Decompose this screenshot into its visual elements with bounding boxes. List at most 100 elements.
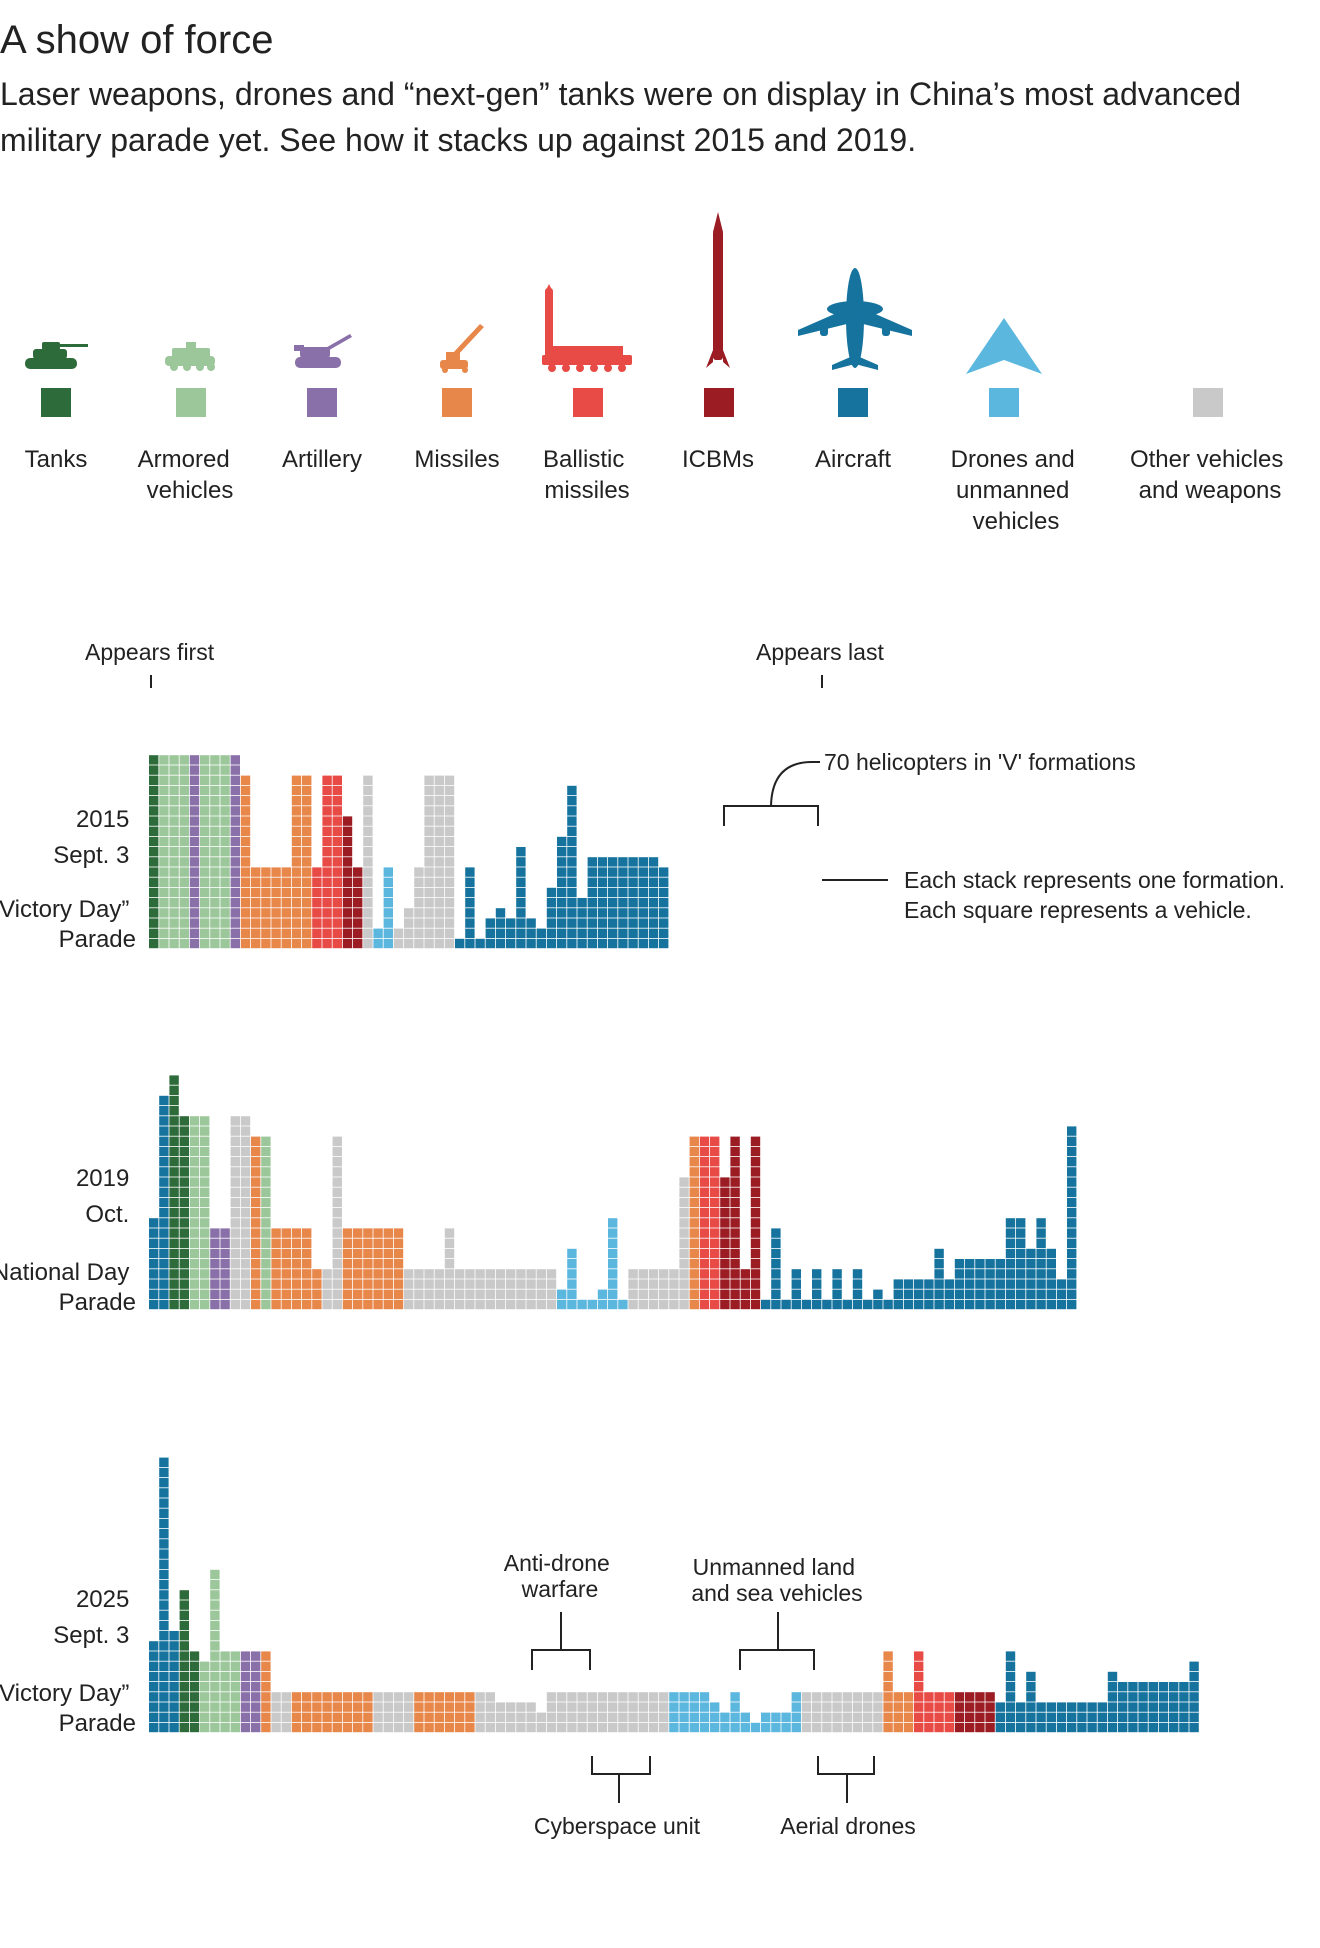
vehicle-square bbox=[985, 1259, 995, 1269]
vehicle-square bbox=[944, 1702, 954, 1712]
vehicle-square bbox=[424, 898, 434, 908]
vehicle-square bbox=[373, 1702, 383, 1712]
vehicle-square bbox=[954, 1259, 965, 1269]
vehicle-square bbox=[444, 806, 455, 816]
formation-stack-icbm bbox=[720, 1177, 730, 1310]
vehicle-square bbox=[954, 1692, 965, 1702]
vehicle-square bbox=[220, 1712, 230, 1722]
vehicle-square bbox=[189, 847, 200, 857]
vehicle-square bbox=[200, 836, 210, 847]
anti-drone-label-line-2: warfare bbox=[521, 1576, 599, 1602]
vehicle-square bbox=[995, 1722, 1005, 1733]
vehicle-square bbox=[179, 1269, 189, 1279]
vehicle-square bbox=[189, 785, 200, 796]
aerial-drones-bracket bbox=[817, 1756, 875, 1803]
vehicle-square bbox=[210, 847, 220, 857]
vehicle-square bbox=[210, 887, 220, 898]
vehicle-square bbox=[169, 1218, 179, 1228]
vehicle-square bbox=[699, 1299, 710, 1310]
vehicle-square bbox=[699, 1269, 710, 1279]
vehicle-square bbox=[200, 877, 210, 887]
vehicle-square bbox=[1067, 1218, 1077, 1228]
vehicle-square bbox=[628, 938, 638, 949]
vehicle-square bbox=[444, 887, 455, 898]
vehicle-square bbox=[353, 1248, 363, 1259]
formation-stack-aircraft bbox=[1046, 1248, 1056, 1310]
vehicle-square bbox=[159, 1488, 169, 1498]
vehicle-square bbox=[322, 1269, 332, 1279]
formation-stack-other bbox=[240, 1116, 251, 1310]
vehicle-square bbox=[179, 938, 189, 949]
vehicle-square bbox=[740, 1289, 750, 1299]
vehicle-square bbox=[210, 918, 220, 928]
row-label-2019: 2019 Oct. National Day Parade bbox=[0, 1165, 136, 1316]
formation-stack-missiles bbox=[291, 775, 302, 949]
vehicle-square bbox=[251, 1269, 261, 1279]
vehicle-square bbox=[189, 1671, 200, 1682]
vehicle-square bbox=[465, 1712, 475, 1722]
vehicle-square bbox=[353, 898, 363, 908]
vehicle-square bbox=[536, 1712, 546, 1722]
vehicle-square bbox=[465, 1289, 475, 1299]
vehicle-square bbox=[587, 898, 597, 908]
vehicle-square bbox=[261, 867, 271, 877]
vehicle-square bbox=[1016, 1712, 1026, 1722]
vehicle-square bbox=[332, 1299, 342, 1310]
vehicle-square bbox=[434, 1289, 444, 1299]
formation-stack-armored bbox=[200, 1661, 210, 1733]
vehicle-square bbox=[1138, 1682, 1148, 1692]
vehicle-square bbox=[230, 1269, 240, 1279]
vehicle-square bbox=[332, 1146, 342, 1157]
vehicle-square bbox=[240, 1661, 251, 1671]
vehicle-square bbox=[965, 1702, 975, 1712]
row-label-2019-line-4: Parade bbox=[59, 1289, 136, 1316]
vehicle-square bbox=[475, 1702, 485, 1712]
vehicle-square bbox=[730, 1279, 740, 1289]
vehicle-square bbox=[179, 1702, 189, 1712]
vehicle-square bbox=[577, 908, 587, 918]
vehicle-square bbox=[159, 1508, 169, 1518]
vehicle-square bbox=[404, 1722, 414, 1733]
vehicle-square bbox=[220, 1651, 230, 1661]
vehicle-square bbox=[608, 1722, 618, 1733]
formation-stack-armored bbox=[169, 755, 179, 949]
vehicle-square bbox=[608, 938, 618, 949]
vehicle-square bbox=[597, 1692, 608, 1702]
vehicle-square bbox=[159, 1269, 169, 1279]
formation-stack-armored bbox=[179, 755, 189, 949]
formation-stack-armored bbox=[230, 1651, 240, 1733]
vehicle-square bbox=[546, 1299, 557, 1310]
vehicle-square bbox=[332, 796, 342, 806]
vehicle-square bbox=[1016, 1248, 1026, 1259]
formation-stack-aircraft bbox=[771, 1228, 781, 1310]
vehicle-square bbox=[189, 1126, 200, 1136]
vehicle-square bbox=[699, 1692, 710, 1702]
vehicle-square bbox=[465, 867, 475, 877]
vehicle-square bbox=[200, 1722, 210, 1733]
vehicle-square bbox=[302, 938, 312, 949]
vehicle-square bbox=[546, 938, 557, 949]
vehicle-square bbox=[475, 1269, 485, 1279]
vehicle-square bbox=[750, 1722, 761, 1733]
vehicle-square bbox=[567, 928, 577, 938]
formation-stack-other bbox=[669, 1269, 679, 1310]
vehicle-square bbox=[495, 1722, 506, 1733]
formation-stack-aircraft bbox=[1036, 1218, 1046, 1310]
vehicle-square bbox=[169, 1208, 179, 1218]
vehicle-square bbox=[281, 887, 291, 898]
vehicle-square bbox=[893, 1702, 903, 1712]
vehicle-square bbox=[393, 1702, 404, 1712]
vehicle-square bbox=[332, 1208, 342, 1218]
vehicle-square bbox=[240, 1682, 251, 1692]
vehicle-square bbox=[567, 1299, 577, 1310]
vehicle-square bbox=[149, 877, 159, 887]
row-label-2019-line-1: 2019 bbox=[76, 1165, 129, 1192]
vehicle-square bbox=[822, 1722, 832, 1733]
vehicle-square bbox=[1056, 1702, 1067, 1712]
vehicle-square bbox=[506, 1722, 516, 1733]
formation-stack-aircraft bbox=[1087, 1702, 1097, 1733]
vehicle-square bbox=[363, 1248, 373, 1259]
vehicle-square bbox=[567, 887, 577, 898]
vehicle-square bbox=[710, 1269, 720, 1279]
vehicle-square bbox=[230, 867, 240, 877]
